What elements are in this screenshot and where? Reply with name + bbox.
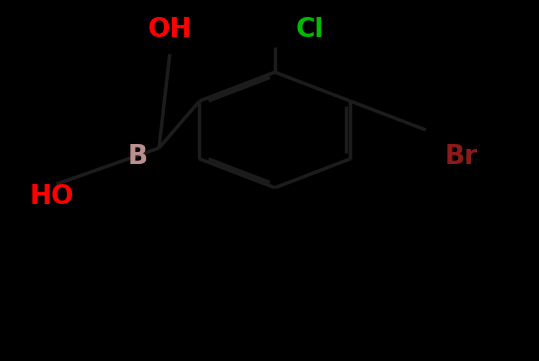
Text: B: B	[127, 144, 148, 170]
Text: Cl: Cl	[296, 17, 324, 43]
Text: HO: HO	[30, 184, 74, 210]
Text: Br: Br	[445, 144, 478, 170]
Text: OH: OH	[148, 17, 192, 43]
